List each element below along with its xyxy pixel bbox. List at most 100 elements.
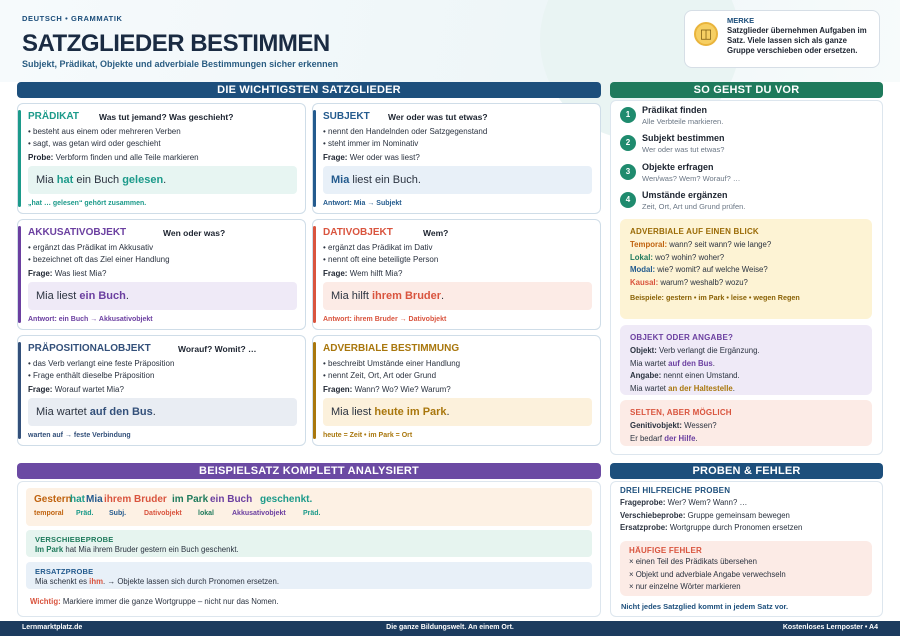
card-subjekt: SUBJEKT Wer oder was tut etwas? • nennt … (312, 103, 601, 214)
box-title: ADVERBIALE AUF EINEN BLICK (630, 227, 759, 236)
card-question: Wem? (423, 228, 449, 238)
page-title: SATZGLIEDER BESTIMMEN (22, 30, 330, 57)
bullet: • sagt, was getan wird oder geschieht (28, 139, 161, 148)
probe-line: Frage: Wer oder was liest? (323, 153, 420, 162)
step-subtitle: Wer oder was tut etwas? (642, 145, 725, 154)
word-ihrem-bruder: ihrem Bruder (104, 494, 167, 505)
wichtig-note: Wichtig: Markiere immer die ganze Wortgr… (30, 597, 279, 606)
step-number: 1 (620, 107, 636, 123)
bullet: • besteht aus einem oder mehreren Verben (28, 127, 181, 136)
card-question: Wer oder was tut etwas? (388, 112, 488, 122)
card-body: • ergänzt das Prädikat im Dativ • nennt … (323, 242, 594, 280)
card-body: • nennt den Handelnden oder Satzgegensta… (323, 126, 594, 164)
proben-title: DREI HILFREICHE PROBEN (620, 486, 731, 495)
card-title: ADVERBIALE BESTIMMUNG (323, 343, 460, 354)
proben-section-bar: PROBEN & FEHLER (610, 463, 883, 479)
card-praedikat: PRÄDIKAT Was tut jemand? Was geschieht? … (17, 103, 306, 214)
card-title: SUBJEKT (323, 111, 370, 122)
genitiv-example: Er bedarf der Hilfe. (630, 433, 698, 443)
step-number: 3 (620, 164, 636, 180)
card-body: • beschreibt Umstände einer Handlung • n… (323, 358, 594, 396)
row-kausal: Kausal: warum? weshalb? wozu? (630, 277, 748, 287)
card-answer: Antwort: ein Buch → Akkusativobjekt (28, 316, 153, 323)
angabe-example: Mia wartet an der Haltestelle. (630, 383, 735, 393)
card-akkusativobjekt: AKKUSATIVOBJEKT Wen oder was? • ergänzt … (17, 219, 306, 330)
card-answer: Antwort: ihrem Bruder → Dativobjekt (323, 316, 447, 323)
accent-line (313, 110, 316, 207)
example-box: Mia liest heute im Park. (323, 398, 592, 426)
step-title: Prädikat finden (642, 105, 708, 115)
probe-line: Probe: Verbform finden und alle Teile ma… (28, 153, 199, 162)
merke-text: Satzglieder übernehmen Aufgaben im Satz.… (727, 26, 867, 55)
bullet: • Frage enthält dieselbe Präposition (28, 371, 155, 380)
footer-site-link[interactable]: Lernmarktplatz.de (22, 624, 83, 631)
footer-tagline: Die ganze Bildungswelt. An einem Ort. (386, 624, 514, 631)
card-body: • das Verb verlangt eine feste Präpositi… (28, 358, 299, 396)
tag-praed: Präd. (303, 510, 321, 517)
example-box: Mia hilft ihrem Bruder. (323, 282, 592, 310)
bullet: • nennt Zeit, Ort, Art oder Grund (323, 371, 437, 380)
bullet: • bezeichnet oft das Ziel einer Handlung (28, 255, 170, 264)
row-temporal: Temporal: wann? seit wann? wie lange? (630, 240, 772, 249)
page-subtitle: Subjekt, Prädikat, Objekte und adverbial… (22, 59, 339, 69)
fehler-box: HÄUFIGE FEHLER × einen Teil des Prädikat… (620, 541, 872, 596)
merke-box: ◫ MERKE Satzglieder übernehmen Aufgaben … (684, 10, 880, 68)
bullet: • ergänzt das Prädikat im Akkusativ (28, 243, 154, 252)
proben-list: DREI HILFREICHE PROBEN Frageprobe: Wer? … (611, 478, 873, 543)
card-praepositionalobjekt: PRÄPOSITIONALOBJEKT Worauf? Womit? … • d… (17, 335, 306, 446)
card-answer: heute = Zeit • im Park = Ort (323, 432, 413, 439)
merke-title: MERKE (727, 16, 755, 25)
footer-poster-label: Kostenloses Lernposter • A4 (782, 624, 878, 631)
example-box: Mia liest ein Buch. (323, 166, 592, 194)
bullet: • das Verb verlangt eine feste Präpositi… (28, 359, 175, 368)
card-question: Wen oder was? (163, 228, 226, 238)
step-number: 2 (620, 135, 636, 151)
book-icon: ◫ (694, 22, 718, 46)
word-mia: Mia (86, 494, 103, 505)
fehler-item: × einen Teil des Prädikats übersehen (629, 557, 757, 566)
card-title: AKKUSATIVOBJEKT (28, 227, 127, 238)
ersatzprobe-box: ERSATZPROBE Mia schenkt es ihm. → Objekt… (26, 562, 592, 589)
step-title: Umstände ergänzen (642, 190, 728, 200)
objekt-line: Objekt: Verb verlangt die Ergänzung. (630, 346, 760, 355)
fehler-title: HÄUFIGE FEHLER (629, 546, 703, 555)
example-box: Mia liest ein Buch. (28, 282, 297, 310)
box-title: OBJEKT ODER ANGABE? (630, 333, 734, 342)
adverbiale-overview-box: ADVERBIALE AUF EINEN BLICK Temporal: wan… (620, 219, 872, 319)
word-im-park: im Park (172, 494, 209, 505)
footer: Lernmarktplatz.de Die ganze Bildungswelt… (0, 621, 900, 636)
fehler-item: × nur einzelne Wörter markieren (629, 582, 741, 591)
probe-line: Frage: Was liest Mia? (28, 269, 107, 278)
probe-line: Fragen: Wann? Wo? Wie? Warum? (323, 385, 451, 394)
card-question: Was tut jemand? Was geschieht? (99, 112, 234, 122)
step-subtitle: Wen/was? Wem? Worauf? … (642, 174, 741, 183)
word-ein-buch: ein Buch (210, 494, 253, 505)
card-answer: warten auf → feste Verbindung (28, 432, 131, 439)
proben-note: Nicht jedes Satzglied kommt in jedem Sat… (621, 602, 789, 611)
step-title: Objekte erfragen (642, 162, 714, 172)
probe-ersatz: Ersatzprobe: Wortgruppe durch Pronomen e… (620, 523, 803, 532)
example-box: Mia wartet auf den Bus. (28, 398, 297, 426)
card-body: • ergänzt das Prädikat im Akkusativ • be… (28, 242, 299, 280)
bullet: • steht immer im Nominativ (323, 139, 419, 148)
probe-frage: Frageprobe: Wer? Wem? Wann? … (620, 498, 748, 507)
ersatzprobe-title: ERSATZPROBE (35, 567, 94, 576)
verschiebeprobe-box: VERSCHIEBEPROBE Im Park hat Mia ihrem Br… (26, 530, 592, 557)
bullet: • nennt den Handelnden oder Satzgegensta… (323, 127, 488, 136)
fehler-item: × Objekt und adverbiale Angabe verwechse… (629, 569, 786, 579)
example-box: Mia hat ein Buch gelesen. (28, 166, 297, 194)
card-answer: „hat … gelesen“ gehört zusammen. (28, 200, 147, 207)
bullet: • beschreibt Umstände einer Handlung (323, 359, 461, 368)
probe-line: Frage: Worauf wartet Mia? (28, 385, 124, 394)
selten-box: SELTEN, ABER MÖGLICH Genitivobjekt: Wess… (620, 400, 872, 446)
bullet: • nennt oft eine beteiligte Person (323, 255, 439, 264)
card-body: • besteht aus einem oder mehreren Verben… (28, 126, 299, 164)
box-title: SELTEN, ABER MÖGLICH (630, 408, 732, 417)
eyebrow: DEUTSCH • GRAMMATIK (22, 14, 123, 23)
tag-dativobjekt: Dativobjekt (144, 510, 182, 517)
accent-line (18, 110, 21, 207)
step-subtitle: Alle Verbteile markieren. (642, 117, 724, 126)
card-question: Worauf? Womit? … (178, 344, 257, 354)
objekt-angabe-box: OBJEKT ODER ANGABE? Objekt: Verb verlang… (620, 325, 872, 395)
probe-verschiebe: Verschiebeprobe: Gruppe gemeinsam bewege… (620, 510, 790, 520)
